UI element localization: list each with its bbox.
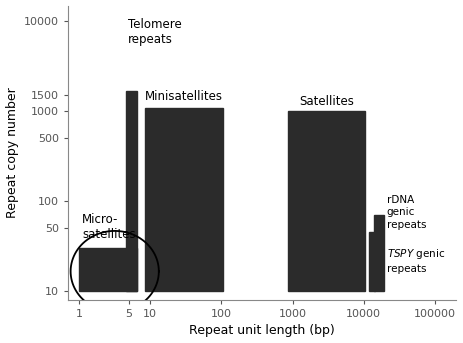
- Text: rDNA
genic
repeats: rDNA genic repeats: [387, 195, 426, 230]
- X-axis label: Repeat unit length (bp): Repeat unit length (bp): [189, 324, 335, 338]
- Text: Satellites: Satellites: [299, 95, 354, 108]
- Bar: [125, 91, 137, 291]
- Text: Telomere
repeats: Telomere repeats: [128, 18, 181, 46]
- Y-axis label: Repeat copy number: Repeat copy number: [6, 87, 19, 218]
- Bar: [374, 215, 383, 291]
- Bar: [145, 108, 223, 291]
- Bar: [79, 248, 137, 291]
- Bar: [369, 233, 375, 291]
- Text: Micro-
satellites: Micro- satellites: [82, 213, 136, 241]
- Text: Minisatellites: Minisatellites: [145, 90, 223, 103]
- Text: $\it{TSPY}$ genic
repeats: $\it{TSPY}$ genic repeats: [387, 247, 445, 274]
- Bar: [288, 111, 365, 291]
